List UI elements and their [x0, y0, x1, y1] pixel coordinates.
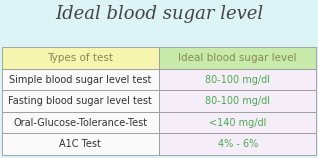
Bar — [2, 47, 159, 69]
Text: 80-100 mg/dl: 80-100 mg/dl — [205, 96, 270, 106]
Bar — [159, 90, 316, 112]
Bar — [159, 69, 316, 90]
Text: Oral-Glucose-Tolerance-Test: Oral-Glucose-Tolerance-Test — [13, 118, 147, 128]
Text: 4% - 6%: 4% - 6% — [218, 139, 258, 149]
Text: A1C Test: A1C Test — [59, 139, 101, 149]
Bar — [159, 47, 316, 69]
Bar — [159, 112, 316, 133]
Text: Fasting blood sugar level test: Fasting blood sugar level test — [8, 96, 152, 106]
Bar — [2, 133, 159, 155]
Text: Simple blood sugar level test: Simple blood sugar level test — [9, 75, 151, 85]
Bar — [159, 133, 316, 155]
Text: Types of test: Types of test — [47, 53, 113, 63]
Text: 80-100 mg/dl: 80-100 mg/dl — [205, 75, 270, 85]
Text: <140 mg/dl: <140 mg/dl — [209, 118, 266, 128]
Text: Ideal blood sugar level: Ideal blood sugar level — [55, 5, 263, 23]
Bar — [2, 112, 159, 133]
Bar — [2, 90, 159, 112]
Text: Ideal blood sugar level: Ideal blood sugar level — [178, 53, 297, 63]
Bar — [2, 69, 159, 90]
